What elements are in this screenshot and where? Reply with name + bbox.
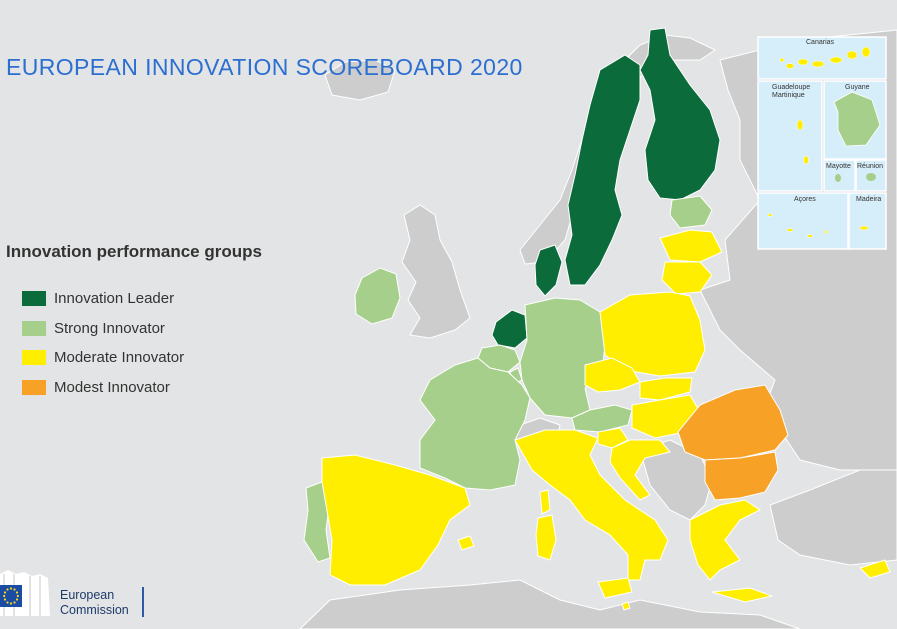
legend-label: Strong Innovator — [54, 319, 165, 337]
croatia-shape — [609, 439, 671, 501]
legend-swatch — [22, 291, 46, 307]
ec-logo-text: European Commission — [60, 588, 129, 618]
netherlands-shape — [491, 309, 528, 349]
legend-label: Modest Innovator — [54, 378, 170, 396]
inset-label-guyane: Guyane — [845, 84, 870, 91]
ec-building-icon — [0, 570, 50, 616]
legend-swatch — [22, 379, 46, 395]
moderate-innovators — [321, 229, 891, 611]
legend-swatch — [22, 320, 46, 336]
inset-acores — [757, 192, 849, 250]
sardinia-shape — [535, 514, 557, 561]
innovation-leaders — [491, 27, 721, 349]
france-shape — [419, 357, 531, 491]
inset-label-martinique: Martinique — [772, 92, 805, 99]
turkey-shape — [769, 469, 897, 566]
inset-label-madeira: Madeira — [856, 196, 882, 203]
lithuania-shape — [661, 261, 713, 295]
outermost-regions-insets — [757, 36, 887, 250]
inset-canarias — [757, 36, 887, 80]
inset-label-mayotte: Mayotte — [826, 163, 851, 170]
estonia-shape — [669, 195, 713, 229]
inset-label-canarias: Canarias — [806, 39, 835, 46]
ireland-shape — [354, 267, 401, 325]
africa-shape — [299, 579, 801, 629]
legend-item-innovation-leader: Innovation Leader — [6, 284, 262, 314]
legend-label: Moderate Innovator — [54, 349, 185, 367]
modest-innovators — [677, 384, 789, 501]
inset-label-acores: Açores — [794, 196, 816, 203]
crete-shape — [711, 587, 774, 603]
slovakia-shape — [639, 377, 693, 401]
malta-shape — [621, 601, 631, 611]
greece-shape — [689, 499, 761, 581]
poland-shape — [599, 291, 706, 377]
legend-item-strong-innovator: Strong Innovator — [6, 314, 262, 344]
cyprus-shape — [859, 559, 891, 579]
austria-shape — [571, 404, 633, 433]
bulgaria-shape — [704, 451, 779, 501]
sicily-shape — [597, 577, 633, 599]
page-title: EUROPEAN INNOVATION SCOREBOARD 2020 — [6, 54, 523, 80]
czechia-shape — [584, 357, 641, 393]
inset-madeira — [848, 192, 887, 250]
italy-shape — [514, 429, 669, 581]
germany-shape — [519, 297, 606, 419]
uk-shape — [401, 204, 471, 339]
iceland-shape — [324, 59, 396, 101]
guyane-shape — [833, 91, 881, 147]
legend-label: Innovation Leader — [54, 290, 175, 308]
romania-shape — [677, 384, 789, 461]
inset-guadeloupe-martinique — [757, 80, 823, 192]
balkans-shape — [639, 439, 713, 521]
balearic-shape — [457, 535, 475, 551]
european-commission-logo: European Commission — [0, 566, 150, 622]
legend-title: Innovation performance groups — [6, 242, 262, 261]
legend-item-moderate-innovator: Moderate Innovator — [6, 343, 262, 373]
legend: Innovation performance groups Innovation… — [6, 242, 262, 402]
inset-reunion — [855, 159, 887, 192]
legend-item-modest-innovator: Modest Innovator — [6, 373, 262, 403]
corsica-shape — [539, 489, 551, 515]
ec-logo-line1: European — [60, 588, 115, 602]
spain-shape — [321, 454, 471, 586]
inset-label-guadeloupe: Guadeloupe — [772, 84, 811, 91]
legend-swatch — [22, 350, 46, 366]
inset-label-reunion: Réunion — [857, 163, 884, 170]
ec-logo-line2: Commission — [60, 603, 129, 617]
strong-innovators — [303, 195, 713, 563]
latvia-shape — [659, 229, 723, 263]
sweden-shape — [564, 54, 641, 286]
denmark-shape — [534, 244, 563, 297]
ec-logo-divider — [142, 587, 144, 617]
